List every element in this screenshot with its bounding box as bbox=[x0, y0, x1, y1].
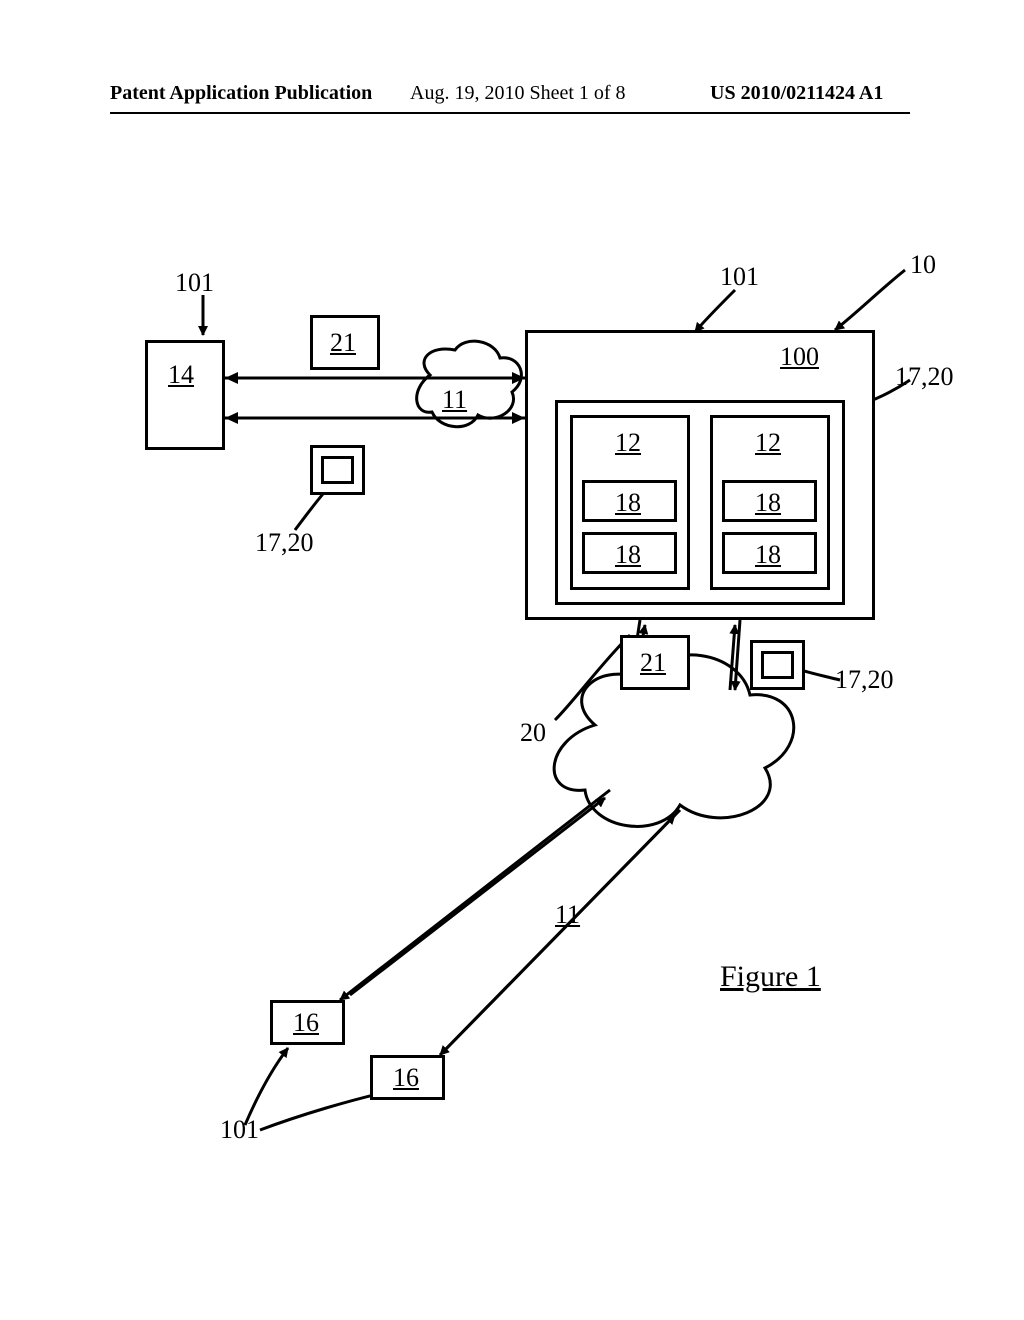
ref-18-3: 18 bbox=[755, 488, 781, 518]
ref-11b: 11 bbox=[555, 900, 580, 930]
ref-16b: 16 bbox=[393, 1063, 419, 1093]
ref-101-tr: 101 bbox=[720, 262, 759, 292]
ref-1720-c: 17,20 bbox=[835, 665, 894, 695]
figure-caption: Figure 1 bbox=[720, 960, 821, 994]
ref-100: 100 bbox=[780, 342, 819, 372]
ref-10: 10 bbox=[910, 250, 936, 280]
ref-12b: 12 bbox=[755, 428, 781, 458]
ref-16a: 16 bbox=[293, 1008, 319, 1038]
ref-18-4: 18 bbox=[755, 540, 781, 570]
ref-11a: 11 bbox=[442, 385, 467, 415]
ref-20: 20 bbox=[520, 718, 546, 748]
ref-1720-b: 17,20 bbox=[255, 528, 314, 558]
ref-18-1: 18 bbox=[615, 488, 641, 518]
ref-21b: 21 bbox=[640, 648, 666, 678]
diagram-svg bbox=[0, 0, 1024, 1320]
ref-101-b: 101 bbox=[220, 1115, 259, 1145]
box-small-right-inner bbox=[761, 651, 794, 679]
box-small-left-inner bbox=[321, 456, 354, 484]
ref-12a: 12 bbox=[615, 428, 641, 458]
ref-18-2: 18 bbox=[615, 540, 641, 570]
ref-21a: 21 bbox=[330, 328, 356, 358]
page: Patent Application Publication Aug. 19, … bbox=[0, 0, 1024, 1320]
box-14 bbox=[145, 340, 225, 450]
ref-1720-a: 17,20 bbox=[895, 362, 954, 392]
ref-14: 14 bbox=[168, 360, 194, 390]
ref-101-tl: 101 bbox=[175, 268, 214, 298]
cloud-top bbox=[417, 341, 522, 427]
